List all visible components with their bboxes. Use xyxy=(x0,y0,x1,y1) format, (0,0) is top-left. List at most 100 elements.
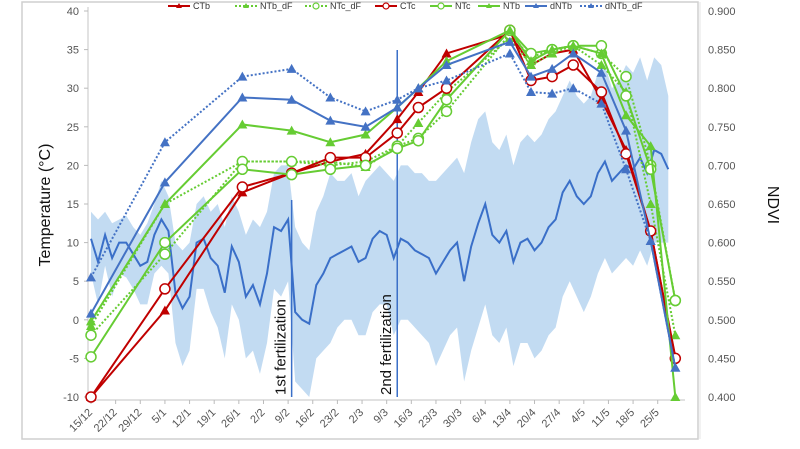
chart-frame xyxy=(21,1,699,440)
legend-swatch-circle xyxy=(437,2,445,10)
data-point-triangle xyxy=(596,98,607,108)
data-point-circle xyxy=(85,351,97,363)
data-point-triangle xyxy=(441,60,452,70)
data-point-triangle xyxy=(526,71,536,81)
y-tick-label: 15 xyxy=(67,199,79,211)
x-tick-label: 5/1 xyxy=(150,407,169,426)
y2-tick-label: 0.450 xyxy=(708,353,736,365)
x-tick-label: 13/4 xyxy=(490,407,514,431)
data-point-triangle xyxy=(547,88,558,98)
ndvi-line-layer xyxy=(90,148,670,326)
data-point-triangle xyxy=(621,164,632,174)
data-point-triangle xyxy=(325,115,336,125)
legend-label: NTc xyxy=(455,1,471,11)
y2-tick-label: 0.900 xyxy=(708,6,736,18)
data-point-circle xyxy=(412,101,425,114)
y-tick-label: 0 xyxy=(73,315,79,327)
x-tick-label: 25/5 xyxy=(638,407,662,431)
data-point-triangle xyxy=(159,305,170,315)
data-point-circle xyxy=(669,294,682,307)
legend-swatch-triangle xyxy=(176,3,182,8)
y-tick-label: 40 xyxy=(67,6,79,18)
legend-label: dNTb xyxy=(550,1,572,11)
y2-tick-label: 0.800 xyxy=(708,83,736,95)
data-point-circle xyxy=(359,159,372,172)
x-tick-label: 23/2 xyxy=(318,407,342,431)
data-point-triangle xyxy=(159,177,170,187)
data-point-triangle xyxy=(286,125,297,135)
legend-label: CTb xyxy=(193,1,210,11)
data-point-circle xyxy=(236,181,249,193)
y2-tick-label: 0.400 xyxy=(708,392,736,404)
y2-tick-label: 0.650 xyxy=(708,199,736,211)
data-point-triangle xyxy=(526,56,536,66)
y-tick-label: 5 xyxy=(73,276,79,288)
data-point-triangle xyxy=(86,316,96,326)
data-point-triangle xyxy=(441,75,452,85)
series-layer xyxy=(85,24,682,403)
y2-tick-label: 0.700 xyxy=(708,160,736,172)
y2-axis-title: NDVI xyxy=(764,186,781,224)
data-point-triangle xyxy=(86,320,96,330)
legend-item-ntc-df: NTc_dF xyxy=(305,1,362,11)
x-tick-label: 6/4 xyxy=(470,407,489,426)
x-tick-label: 9/3 xyxy=(371,407,390,426)
x-tick-label: 18/5 xyxy=(614,407,638,431)
data-point-circle xyxy=(159,236,171,249)
data-point-triangle xyxy=(568,40,579,50)
y-tick-label: -5 xyxy=(69,353,79,365)
data-point-circle xyxy=(440,105,453,118)
data-point-triangle xyxy=(596,60,607,70)
data-point-circle xyxy=(285,155,298,168)
data-point-circle xyxy=(324,163,337,176)
data-point-circle xyxy=(324,151,337,164)
data-point-circle xyxy=(85,391,97,403)
data-point-triangle xyxy=(286,94,297,104)
data-point-circle xyxy=(440,94,453,106)
data-point-triangle xyxy=(621,110,632,120)
x-tick-label: 4/5 xyxy=(569,407,588,426)
x-tick-label: 30/3 xyxy=(441,407,465,431)
y-tick-label: 20 xyxy=(67,160,79,172)
data-point-circle xyxy=(595,86,608,98)
data-point-triangle xyxy=(159,137,170,147)
data-point-triangle xyxy=(392,94,403,104)
data-point-triangle xyxy=(286,63,297,73)
x-tick-label: 19/1 xyxy=(195,407,219,431)
data-point-triangle xyxy=(237,71,248,81)
data-point-triangle xyxy=(596,48,607,58)
data-point-circle xyxy=(391,127,403,139)
data-point-triangle xyxy=(237,119,248,129)
data-point-triangle xyxy=(159,199,170,208)
legend-item-ctc: CTc xyxy=(375,1,416,11)
legend: CTb NTb_dF NTc_dF CTc NTc NTb dNTb dNTb_dF xyxy=(168,1,643,11)
second-fertilization-label: 2nd fertilization xyxy=(378,294,395,395)
y-tick-label: -10 xyxy=(63,392,79,404)
legend-item-ctb: CTb xyxy=(168,1,210,11)
data-point-triangle xyxy=(360,121,371,131)
data-point-triangle xyxy=(670,392,681,401)
data-point-triangle xyxy=(547,63,558,73)
data-point-triangle xyxy=(325,137,336,147)
x-tick-label: 26/1 xyxy=(219,407,243,431)
data-point-triangle xyxy=(413,83,424,93)
x-tick-label: 27/4 xyxy=(540,407,564,431)
data-point-triangle xyxy=(237,92,248,102)
ndvi-mean-line xyxy=(90,148,670,326)
legend-swatch-triangle xyxy=(243,3,249,8)
data-point-triangle xyxy=(504,25,515,35)
data-point-circle xyxy=(285,168,298,181)
x-tick-label: 16/2 xyxy=(293,407,317,431)
ndvi-std-band xyxy=(91,57,669,397)
data-point-triangle xyxy=(645,236,656,246)
legend-swatch-circle xyxy=(312,2,320,10)
data-point-triangle xyxy=(568,48,579,58)
data-point-triangle xyxy=(568,83,579,93)
y-tick-label: 30 xyxy=(67,83,79,95)
legend-swatch-triangle xyxy=(486,3,492,8)
data-point-triangle xyxy=(670,330,681,340)
data-point-circle xyxy=(236,163,249,176)
y-tick-label: 10 xyxy=(67,238,79,250)
legend-label: NTb_dF xyxy=(260,1,293,11)
